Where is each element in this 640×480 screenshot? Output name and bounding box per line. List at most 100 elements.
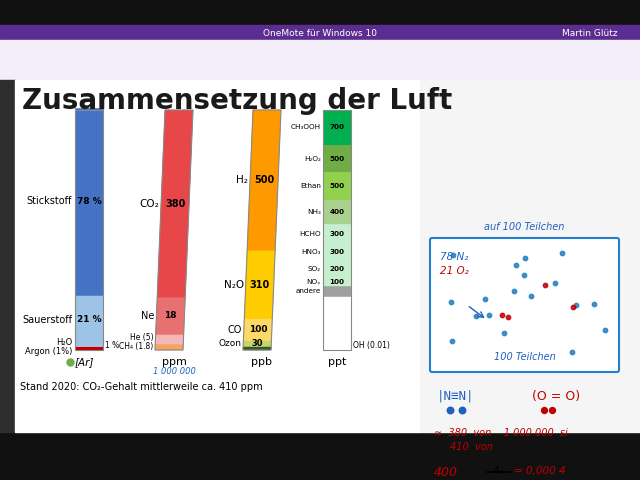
Polygon shape [243,347,271,350]
Text: 500: 500 [330,156,344,162]
Text: CH₄ (1.8): CH₄ (1.8) [119,343,153,351]
Text: 700: 700 [330,124,344,131]
Point [471,312,481,320]
Point [509,287,519,295]
Text: 21 O₂: 21 O₂ [440,266,468,276]
Text: 78 %: 78 % [77,197,101,206]
Bar [323,110,351,145]
Text: 200: 200 [330,266,344,272]
Bar [0,55,640,80]
Text: Ne: Ne [141,311,154,321]
Point [497,312,507,319]
Text: CO₂: CO₂ [140,199,159,209]
Point [520,254,530,262]
Text: ppt: ppt [328,357,346,367]
Text: 500: 500 [254,175,274,185]
Text: |N≡N|: |N≡N| [437,390,474,403]
Bar [75,110,103,350]
Polygon shape [247,110,281,251]
Point [540,281,550,288]
Point [539,406,549,414]
Text: andere: andere [296,288,321,294]
Text: OH (0.01): OH (0.01) [353,341,390,350]
Text: 400: 400 [330,209,344,215]
Text: 100: 100 [330,278,344,285]
Bar [323,224,351,243]
Text: H₂: H₂ [236,175,248,185]
Point [511,262,522,269]
Text: Argon (1%): Argon (1%) [24,347,72,356]
Point [457,406,467,414]
Bar [15,80,420,432]
Text: Stand 2020: CO₂-Gehalt mittlerweile ca. 410 ppm: Stand 2020: CO₂-Gehalt mittlerweile ca. … [20,382,262,392]
Text: 78 N₂: 78 N₂ [440,252,468,262]
Point [446,299,456,306]
Text: 300: 300 [330,230,344,237]
Text: 21 %: 21 % [77,315,101,324]
Point [480,295,490,303]
Point [600,326,611,334]
Text: 18: 18 [164,312,177,320]
Point [547,406,557,414]
Bar [323,261,351,277]
Text: 4: 4 [492,466,499,476]
Point [499,329,509,337]
Polygon shape [243,319,272,340]
Text: [Ar]: [Ar] [75,357,94,367]
Text: 400: 400 [434,466,458,479]
Text: CO: CO [227,324,242,335]
Bar [323,287,351,296]
Text: NH₃: NH₃ [307,209,321,215]
Text: ppm: ppm [161,357,186,367]
Bar [75,108,103,295]
Text: Ozon: Ozon [218,339,241,348]
Text: N₂O: N₂O [223,279,244,289]
Polygon shape [156,335,184,344]
Bar [0,80,15,432]
Bar [323,243,351,261]
Text: HCHO: HCHO [300,230,321,237]
Text: Zusammensetzung der Luft: Zusammensetzung der Luft [22,87,452,115]
Bar [75,347,103,350]
Text: Stickstoff: Stickstoff [27,196,72,206]
Polygon shape [155,344,183,350]
Point [571,301,581,309]
Text: CH₃OOH: CH₃OOH [291,124,321,131]
Bar [75,295,103,345]
Polygon shape [157,110,193,297]
Text: 410  von: 410 von [450,442,493,452]
Point [448,252,458,259]
Point [484,312,494,319]
Text: OneMote für Windows 10: OneMote für Windows 10 [263,28,377,37]
Bar [0,0,640,25]
Bar [0,40,640,55]
Text: 100: 100 [248,325,267,334]
Text: SO₂: SO₂ [308,266,321,272]
Point [445,406,455,414]
Polygon shape [243,340,271,347]
Text: = 0,000 4: = 0,000 4 [514,466,566,476]
Text: ppb: ppb [252,357,273,367]
Bar [420,80,640,432]
Text: H₂O₂: H₂O₂ [304,156,321,162]
Text: H₂O: H₂O [56,338,72,348]
Bar [75,345,103,347]
Point [568,303,579,311]
Text: 300: 300 [330,249,344,255]
Text: Martin Glütz: Martin Glütz [562,28,618,37]
Text: 1 %: 1 % [105,341,119,350]
Text: 1 000 000: 1 000 000 [152,368,195,376]
Text: 310: 310 [250,279,270,289]
Bar [323,172,351,200]
Point [557,250,568,257]
Point [526,292,536,300]
Bar [323,110,351,350]
FancyBboxPatch shape [430,238,619,372]
Text: 380: 380 [165,199,186,209]
Text: 100 Teilchen: 100 Teilchen [493,352,556,362]
Text: HNO₃: HNO₃ [301,249,321,255]
Bar [323,145,351,172]
Bar [0,432,640,480]
Text: 30: 30 [252,339,263,348]
Text: 500: 500 [330,183,344,189]
